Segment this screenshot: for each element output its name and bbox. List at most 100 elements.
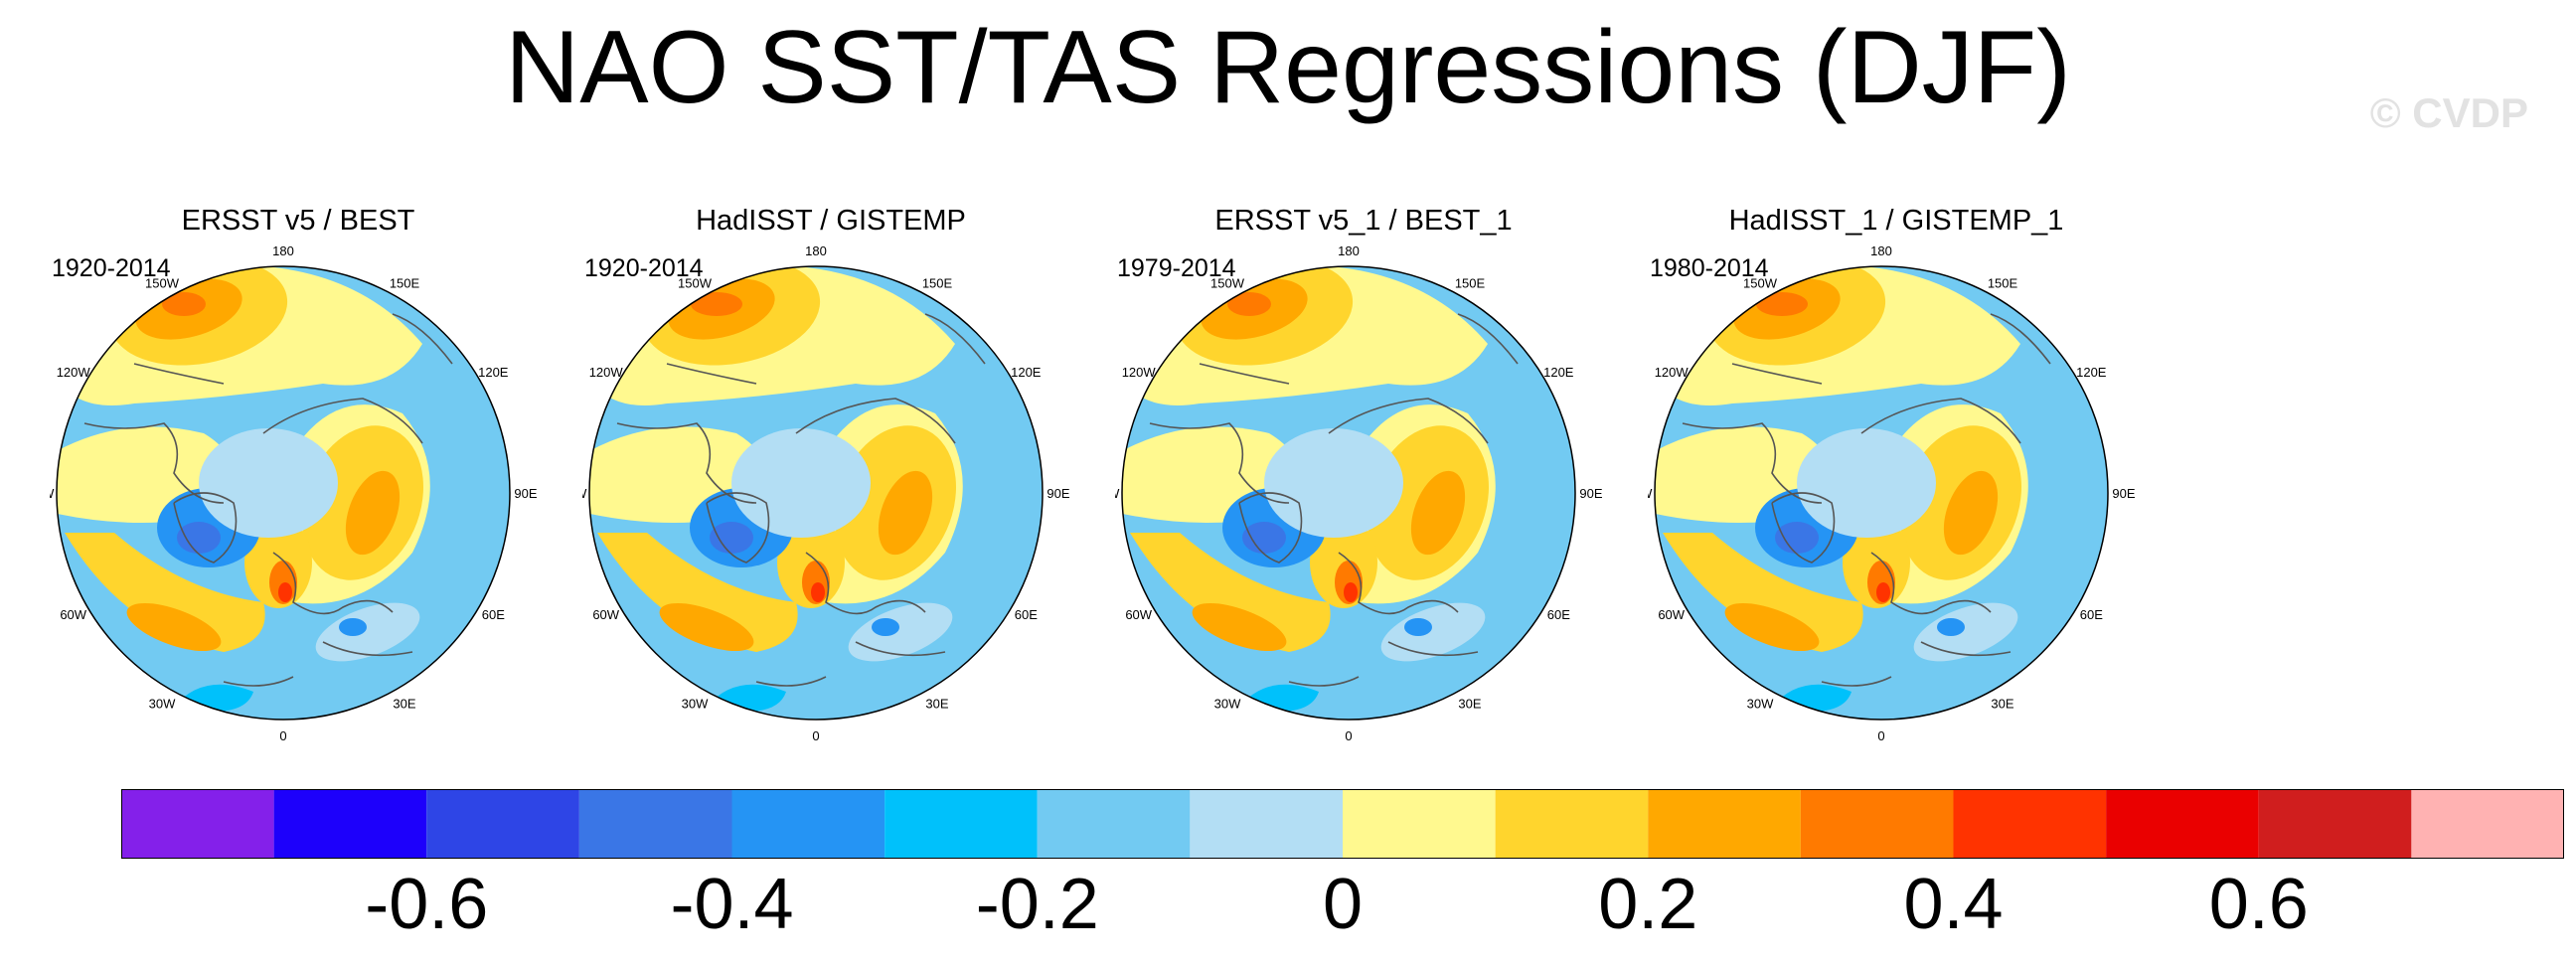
panel-years: 1920-2014 (584, 254, 704, 282)
longitude-label: 90W (50, 486, 55, 501)
anomaly-region (65, 533, 265, 652)
longitude-label: 90E (1579, 486, 1602, 501)
anomaly-region (339, 618, 367, 636)
panel-title: HadISST_1 / GISTEMP_1 (1728, 205, 2064, 237)
colorbar-tick-label: -0.6 (365, 865, 489, 944)
longitude-label: 120E (1011, 365, 1042, 380)
panel-title: ERSST v5 / BEST (181, 205, 415, 237)
longitude-label: 0 (1877, 728, 1884, 743)
anomaly-region (691, 292, 742, 316)
longitude-label: 90W (582, 486, 587, 501)
colorbar-swatch (426, 789, 579, 859)
longitude-label: 150E (390, 276, 420, 291)
colorbar-swatch (885, 789, 1038, 859)
anomaly-region (315, 602, 420, 662)
coastline (322, 641, 413, 657)
coastline (133, 363, 225, 385)
coastline (1238, 492, 1303, 563)
figure-title: NAO SST/TAS Regressions (DJF) (505, 10, 2071, 125)
map-panel-1: ERSST v5 / BEST 1920-2014 180 150E 120E 90E 60… (50, 199, 547, 755)
longitude-label: 120W (589, 365, 624, 380)
longitude-label: 150E (1988, 276, 2018, 291)
longitude-label: 180 (1870, 243, 1892, 258)
panel-title: ERSST v5_1 / BEST_1 (1214, 205, 1513, 237)
longitude-label: 90E (1046, 486, 1069, 501)
coastline (173, 492, 238, 563)
anomaly-region (659, 602, 754, 652)
longitude-label: 90E (514, 486, 537, 501)
colorbar-swatch (1495, 789, 1649, 859)
colorbar-swatch (121, 789, 274, 859)
longitude-label: 120E (2076, 365, 2107, 380)
anomaly-region (811, 582, 825, 602)
longitude-label: 120E (1543, 365, 1574, 380)
longitude-label: 30W (1214, 696, 1241, 711)
coastline (223, 676, 294, 687)
coastline (924, 313, 986, 365)
colorbar-tick-label: -0.4 (670, 865, 794, 944)
anomaly-region (199, 428, 338, 538)
longitude-label: 60E (1547, 607, 1570, 622)
coastline (1990, 313, 2051, 365)
anomaly-region (1724, 602, 1820, 652)
colorbar-swatch (578, 789, 732, 859)
colorbar-swatch (2258, 789, 2412, 859)
longitude-label: 180 (805, 243, 827, 258)
colorbar-tick-label: 0.4 (1903, 865, 2004, 944)
anomaly-region (597, 533, 798, 652)
panel-years: 1980-2014 (1650, 254, 1769, 282)
longitude-label: 30E (393, 696, 415, 711)
anomaly-region (1937, 618, 1965, 636)
polar-map: 180 150E 120E 90E 60E 30E 0 30W 60W 90W 120W 150W (50, 243, 538, 743)
coastline (706, 492, 770, 563)
map-boundary (1654, 265, 2109, 721)
anomaly-region (872, 618, 899, 636)
panel-title: HadISST / GISTEMP (696, 205, 966, 237)
coastline (855, 641, 946, 657)
colorbar-swatch (1037, 789, 1191, 859)
colorbar-tick-label: -0.2 (975, 865, 1099, 944)
coastline (666, 363, 757, 385)
longitude-label: 30W (1747, 696, 1774, 711)
longitude-label: 150W (1743, 276, 1778, 291)
longitude-label: 60E (2080, 607, 2103, 622)
colorbar (121, 789, 2564, 859)
coastline (1870, 552, 1992, 615)
anomaly-region (1797, 428, 1936, 538)
longitude-label: 150E (1455, 276, 1486, 291)
coastline (1821, 676, 1892, 687)
coastline (272, 552, 394, 615)
longitude-label: 0 (812, 728, 819, 743)
longitude-label: 30E (1991, 696, 2013, 711)
colorbar-swatch (2106, 789, 2259, 859)
anomaly-region (1663, 533, 1863, 652)
longitude-label: 30W (149, 696, 176, 711)
colorbar-frame (121, 789, 2564, 859)
colorbar-tick-label: 0.2 (1598, 865, 1698, 944)
coastline (795, 398, 956, 444)
map-panel-4: HadISST_1 / GISTEMP_1 1980-2014 180 150E 120… (1648, 199, 2145, 755)
polar-map: 180 150E 120E 90E 60E 30E 0 30W 60W 90W 120W 150W (1648, 243, 2136, 743)
coastline (1387, 641, 1479, 657)
colorbar-swatch (273, 789, 427, 859)
anomaly-region (848, 602, 953, 662)
panel-years: 1979-2014 (1117, 254, 1236, 282)
anomaly-region (177, 522, 221, 554)
colorbar-swatch (2411, 789, 2564, 859)
longitude-label: 150W (145, 276, 180, 291)
map-boundary (1121, 265, 1576, 721)
longitude-label: 150E (922, 276, 953, 291)
anomaly-region (1192, 602, 1287, 652)
anomaly-region (1876, 582, 1890, 602)
anomaly-region (1913, 602, 2018, 662)
coastline (1328, 398, 1489, 444)
coastline (1920, 641, 2012, 657)
anomaly-region (1264, 428, 1403, 538)
longitude-label: 180 (1338, 243, 1360, 258)
longitude-label: 60W (1658, 607, 1685, 622)
coastline (1771, 492, 1836, 563)
map-panel-3: ERSST v5_1 / BEST_1 1979-2014 180 150E 120E 9… (1115, 199, 1612, 755)
panel-years: 1920-2014 (52, 254, 171, 282)
cvdp-watermark: © CVDP (2369, 89, 2528, 136)
anomaly-region (878, 470, 933, 556)
